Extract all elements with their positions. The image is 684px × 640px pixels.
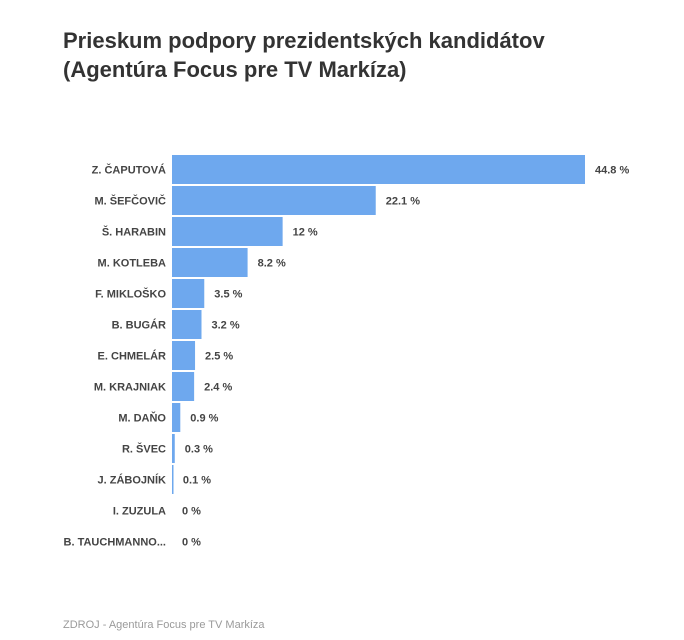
value-label: 0 % (182, 506, 201, 518)
bar[interactable] (172, 310, 202, 339)
category-label: B. TAUCHMANNO... (64, 537, 166, 549)
value-label: 0.3 % (185, 444, 213, 456)
category-label: J. ZÁBOJNÍK (98, 474, 167, 487)
value-label: 22.1 % (386, 196, 420, 208)
category-label: M. KOTLEBA (98, 258, 166, 270)
category-label: Z. ČAPUTOVÁ (92, 164, 166, 177)
value-label: 0.1 % (183, 475, 211, 487)
category-label: E. CHMELÁR (98, 350, 167, 363)
bar[interactable] (172, 372, 195, 401)
value-label: 2.4 % (204, 382, 232, 394)
value-label: 0 % (182, 537, 201, 549)
bar[interactable] (172, 279, 205, 308)
bar[interactable] (172, 186, 376, 215)
bar[interactable] (172, 248, 248, 277)
bar[interactable] (172, 434, 175, 463)
category-label: R. ŠVEC (122, 443, 166, 456)
value-label: 8.2 % (258, 258, 286, 270)
bar[interactable] (172, 155, 585, 184)
bar[interactable] (172, 217, 283, 246)
chart-title-line-1: Prieskum podpory prezidentských kandidát… (63, 28, 545, 53)
bar-chart: Z. ČAPUTOVÁ 44.8 % M. ŠEFČOVIČ 22.1 % Š. HAR… (64, 155, 629, 549)
bar[interactable] (172, 341, 196, 370)
value-label: 12 % (293, 227, 318, 239)
bars-layer: Z. ČAPUTOVÁ 44.8 % M. ŠEFČOVIČ 22.1 % Š. HAR… (64, 155, 629, 549)
category-label: M. KRAJNIAK (94, 382, 166, 394)
category-label: M. DAŇO (118, 412, 166, 425)
bar[interactable] (172, 465, 174, 494)
chart-title-line-2: (Agentúra Focus pre TV Markíza) (63, 57, 407, 82)
value-label: 3.5 % (214, 289, 242, 301)
chart-title: Prieskum podpory prezidentských kandidát… (63, 26, 663, 84)
category-label: M. ŠEFČOVIČ (94, 195, 166, 208)
category-label: F. MIKLOŠKO (95, 288, 166, 301)
category-label: I. ZUZULA (113, 506, 166, 518)
value-label: 44.8 % (595, 165, 629, 177)
bar[interactable] (172, 403, 181, 432)
value-label: 3.2 % (212, 320, 240, 332)
category-label: B. BUGÁR (112, 319, 166, 332)
value-label: 0.9 % (190, 413, 218, 425)
category-label: Š. HARABIN (102, 226, 166, 239)
value-label: 2.5 % (205, 351, 233, 363)
source-note: ZDROJ - Agentúra Focus pre TV Markíza (63, 619, 265, 631)
